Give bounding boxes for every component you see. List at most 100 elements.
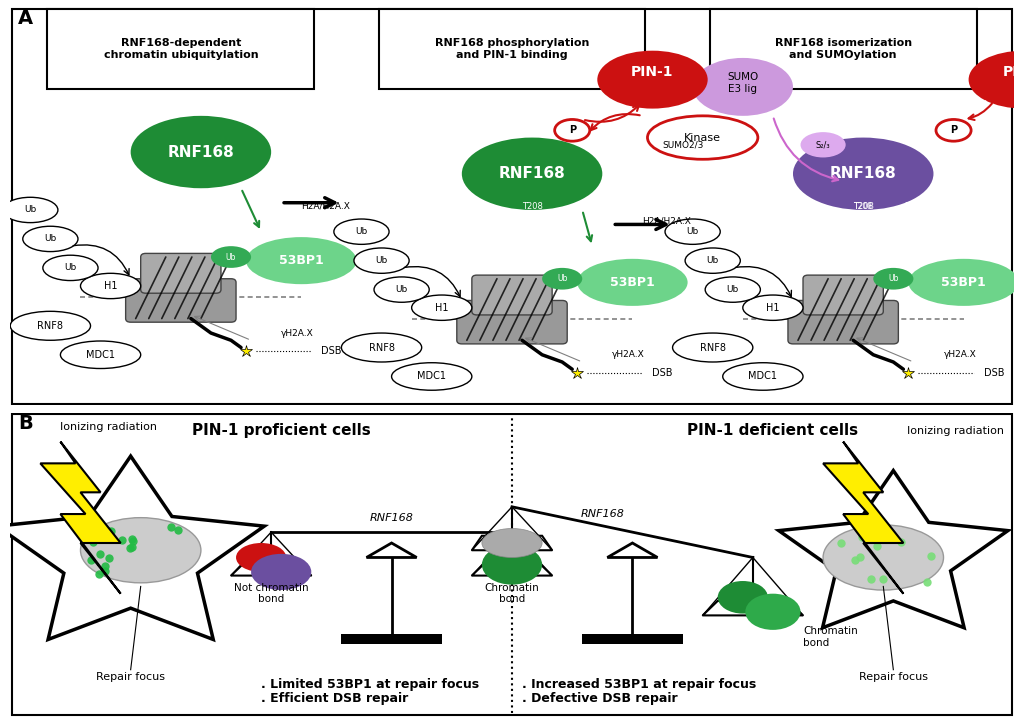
Ellipse shape [969, 51, 1024, 109]
Polygon shape [472, 536, 552, 550]
Text: MDC1: MDC1 [417, 371, 446, 382]
Ellipse shape [341, 333, 422, 362]
Polygon shape [231, 561, 311, 576]
Text: H1: H1 [103, 281, 118, 291]
Text: P: P [950, 125, 957, 135]
Text: K210: K210 [844, 216, 863, 225]
Polygon shape [702, 601, 803, 615]
Polygon shape [779, 471, 1008, 628]
Text: Ub: Ub [25, 206, 37, 214]
FancyBboxPatch shape [12, 9, 1012, 404]
Text: RNF8: RNF8 [38, 321, 63, 331]
Text: RNF8: RNF8 [369, 342, 394, 353]
Ellipse shape [3, 198, 58, 223]
Text: Not chromatin
bond: Not chromatin bond [233, 583, 308, 605]
Ellipse shape [597, 51, 708, 109]
Text: Ub: Ub [226, 253, 237, 261]
Ellipse shape [23, 226, 78, 252]
Text: PIN-1: PIN-1 [631, 65, 674, 80]
Text: H1: H1 [766, 303, 779, 313]
Text: Ionizing radiation: Ionizing radiation [60, 422, 158, 432]
Text: . Efficient DSB repair: . Efficient DSB repair [261, 692, 409, 705]
Text: Chromatin
bond: Chromatin bond [484, 583, 540, 605]
Text: DSB: DSB [652, 368, 673, 378]
Ellipse shape [692, 58, 793, 116]
Text: A: A [17, 9, 33, 28]
Text: T208: T208 [854, 202, 872, 211]
Ellipse shape [647, 116, 758, 159]
Text: MDC1: MDC1 [749, 371, 777, 382]
Ellipse shape [246, 237, 356, 285]
Ellipse shape [673, 333, 753, 362]
FancyBboxPatch shape [379, 9, 645, 89]
Text: RNF168-dependent
chromatin ubiquitylation: RNF168-dependent chromatin ubiquitylatio… [103, 38, 258, 60]
Ellipse shape [10, 311, 90, 340]
Text: . Limited 53BP1 at repair focus: . Limited 53BP1 at repair focus [261, 678, 479, 691]
Ellipse shape [706, 277, 761, 303]
Text: Chromatin
bond: Chromatin bond [803, 626, 858, 648]
Text: Kinase: Kinase [684, 132, 721, 143]
Ellipse shape [81, 518, 201, 583]
Ellipse shape [354, 248, 410, 274]
Text: MDC1: MDC1 [86, 350, 115, 360]
FancyBboxPatch shape [457, 300, 567, 344]
FancyBboxPatch shape [788, 300, 898, 344]
Ellipse shape [482, 544, 542, 585]
Ellipse shape [578, 259, 688, 306]
Ellipse shape [793, 138, 934, 210]
Text: RNF168: RNF168 [581, 509, 625, 519]
Text: DSB: DSB [984, 368, 1005, 378]
Polygon shape [607, 543, 657, 557]
Ellipse shape [936, 119, 971, 141]
Text: PIN-1 proficient cells: PIN-1 proficient cells [191, 424, 371, 438]
Ellipse shape [542, 268, 583, 290]
Text: T208: T208 [521, 202, 543, 211]
Ellipse shape [718, 581, 768, 614]
Text: Ub: Ub [44, 235, 56, 243]
Ellipse shape [555, 119, 590, 141]
Text: γH2A.X: γH2A.X [612, 350, 645, 359]
Text: PIN-1 deficient cells: PIN-1 deficient cells [687, 424, 858, 438]
Text: 53BP1: 53BP1 [610, 276, 654, 289]
Text: RNF168: RNF168 [168, 145, 234, 159]
Text: Ub: Ub [65, 264, 77, 272]
Text: γH2A.X: γH2A.X [282, 329, 314, 337]
Polygon shape [0, 456, 264, 639]
Text: WW: WW [971, 101, 987, 109]
Text: Ub: Ub [395, 285, 408, 294]
Text: . Increased 53BP1 at repair focus: . Increased 53BP1 at repair focus [522, 678, 757, 691]
Text: SUMO
E3 lig: SUMO E3 lig [727, 72, 759, 94]
Text: Ub: Ub [557, 274, 567, 283]
Text: Ub: Ub [686, 227, 698, 236]
Text: γH2A.X: γH2A.X [943, 350, 976, 359]
FancyBboxPatch shape [126, 279, 236, 322]
Ellipse shape [823, 525, 943, 590]
Polygon shape [40, 442, 121, 594]
Ellipse shape [391, 363, 472, 390]
Text: RNF168 phosphorylation
and PIN-1 binding: RNF168 phosphorylation and PIN-1 binding [435, 38, 589, 60]
Text: Repair focus: Repair focus [96, 672, 165, 682]
Text: H2A/H2A.X: H2A/H2A.X [301, 202, 350, 211]
Ellipse shape [482, 529, 542, 557]
Text: RNF8: RNF8 [699, 342, 726, 353]
Text: DSB: DSB [322, 346, 342, 356]
Polygon shape [367, 543, 417, 557]
Text: WW: WW [594, 101, 610, 109]
Text: P209: P209 [904, 202, 923, 211]
Ellipse shape [334, 219, 389, 245]
Text: H2A/H2A.X: H2A/H2A.X [642, 216, 691, 225]
Text: RNF168: RNF168 [370, 513, 414, 523]
Ellipse shape [236, 543, 287, 572]
Text: B: B [17, 414, 33, 433]
Text: RNF168: RNF168 [829, 167, 897, 181]
Text: Ub: Ub [355, 227, 368, 236]
Ellipse shape [908, 259, 1019, 306]
FancyBboxPatch shape [140, 253, 221, 293]
Ellipse shape [801, 132, 846, 157]
Text: P: P [568, 125, 575, 135]
Text: Ub: Ub [707, 256, 719, 265]
Text: Ub: Ub [888, 274, 898, 283]
Ellipse shape [412, 295, 472, 320]
Text: . Defective DSB repair: . Defective DSB repair [522, 692, 678, 705]
Ellipse shape [131, 116, 271, 188]
